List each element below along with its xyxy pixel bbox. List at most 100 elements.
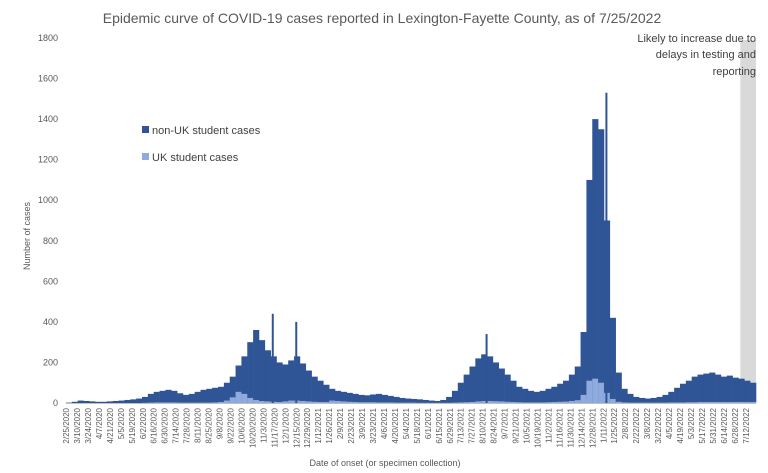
y-tick-label: 400 — [43, 317, 58, 327]
bar-uk — [487, 400, 494, 403]
x-tick-label: 3/22/2022 — [654, 407, 663, 443]
bar-uk — [609, 398, 616, 403]
bar-non-uk — [101, 401, 108, 403]
bar-non-uk — [580, 332, 587, 403]
bar-uk — [346, 401, 353, 403]
bar-non-uk — [609, 317, 616, 403]
bar-non-uk — [364, 395, 371, 403]
x-tick-label: 12/15/2020 — [292, 407, 301, 448]
bar-uk — [522, 402, 529, 403]
bar-non-uk — [522, 388, 529, 403]
bar-non-uk — [533, 391, 540, 403]
bar-uk — [171, 402, 178, 403]
bar-non-uk — [124, 399, 131, 403]
bar-non-uk — [241, 356, 248, 403]
x-tick-label: 9/8/2020 — [216, 407, 225, 439]
bar-uk — [516, 402, 523, 403]
bar-non-uk — [352, 393, 359, 403]
bar-non-uk — [627, 393, 634, 403]
bar-uk — [586, 380, 593, 403]
y-tick-label: 1000 — [38, 195, 58, 205]
bar-non-uk — [744, 380, 751, 403]
bar-uk — [323, 401, 330, 403]
bar-uk — [557, 401, 564, 403]
bar-non-uk — [656, 396, 663, 403]
bar-uk — [352, 401, 359, 403]
x-tick-label: 4/7/2020 — [95, 407, 104, 439]
bar-uk — [720, 401, 728, 403]
x-tick-label: 6/1/2021 — [424, 407, 433, 439]
annotation-line-2: delays in testing and — [656, 49, 756, 61]
x-tick-label: 5/4/2021 — [402, 407, 411, 439]
bar-non-uk — [182, 394, 190, 403]
bar-non-uk — [89, 401, 96, 403]
bar-non-uk — [510, 380, 517, 403]
bar-non-uk — [223, 382, 231, 403]
x-tick-label: 11/16/2021 — [555, 407, 564, 447]
bar-uk — [165, 402, 172, 403]
legend-label-non-uk: non-UK student cases — [152, 125, 261, 137]
legend: non-UK student cases UK student cases — [142, 125, 261, 164]
x-tick-label: 7/28/2020 — [183, 407, 192, 443]
bar-non-uk — [334, 390, 342, 403]
bar-uk — [469, 401, 476, 403]
bar-non-uk — [715, 374, 722, 403]
x-tick-label: 9/22/2020 — [226, 407, 235, 443]
bar-uk — [615, 401, 622, 403]
bar-non-uk — [469, 366, 476, 403]
bar-non-uk — [311, 376, 318, 403]
bar-non-uk — [329, 388, 336, 403]
bar-uk — [381, 402, 388, 403]
x-tick-label: 4/5/2022 — [665, 407, 674, 439]
bar-uk — [510, 401, 517, 403]
bar-uk — [282, 401, 289, 403]
x-tick-label: 11/17/2020 — [270, 407, 279, 447]
bar-uk — [153, 402, 160, 403]
x-tick-label: 6/29/2021 — [446, 407, 455, 443]
bar-uk — [370, 402, 377, 403]
bar-non-uk — [399, 397, 406, 403]
x-tick-label: 11/2/2021 — [544, 407, 553, 443]
x-tick-label: 5/31/2022 — [709, 407, 718, 443]
bar-uk — [387, 402, 394, 403]
bar-non-uk — [171, 390, 178, 403]
y-tick-label: 0 — [53, 398, 58, 408]
y-tick-label: 1400 — [38, 114, 58, 124]
bar-uk — [475, 401, 482, 403]
bar-uk — [212, 402, 219, 403]
bar-non-uk — [118, 400, 125, 403]
bar-non-uk — [264, 350, 271, 403]
x-tick-label: 10/20/2020 — [248, 407, 257, 448]
x-tick-label: 3/24/2020 — [84, 407, 93, 443]
bar-uk — [679, 402, 687, 403]
bar-non-uk — [375, 393, 383, 403]
bar-uk — [299, 400, 307, 403]
bar-uk — [691, 402, 698, 403]
bar-non-uk — [475, 358, 482, 403]
bar-non-uk — [492, 362, 500, 403]
bar-uk — [334, 400, 342, 403]
x-axis-label: Date of onset (or specimen collection) — [309, 458, 460, 468]
bar-non-uk — [703, 373, 710, 403]
bar-non-uk — [206, 388, 213, 403]
bar-non-uk — [551, 386, 558, 403]
bar-uk — [738, 401, 745, 403]
bar-non-uk — [697, 374, 704, 403]
bar-non-uk — [346, 392, 353, 403]
x-tick-label: 7/13/2021 — [457, 407, 466, 443]
bar-uk — [574, 400, 581, 403]
bar-uk — [229, 397, 236, 403]
bar-non-uk — [738, 378, 745, 403]
bar-uk — [241, 393, 248, 403]
bar-uk — [264, 401, 271, 403]
bar-non-uk — [130, 399, 137, 403]
y-tick-label: 600 — [43, 276, 58, 286]
bar-non-uk — [498, 368, 505, 403]
x-tick-label: 6/14/2022 — [720, 407, 729, 443]
bar-non-uk — [481, 354, 488, 403]
bar-uk — [533, 402, 540, 403]
x-tick-label: 2/9/2021 — [336, 407, 345, 439]
x-tick-label: 7/12/2022 — [742, 407, 751, 443]
x-tick-label: 5/5/2020 — [117, 407, 126, 439]
bar-non-uk — [218, 386, 225, 403]
